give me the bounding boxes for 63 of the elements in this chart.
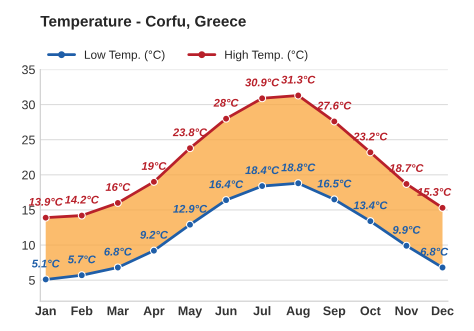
y-tick-label: 15 — [22, 206, 35, 215]
data-label: 30.9°C — [245, 78, 280, 86]
x-tick-label: Jan — [35, 306, 56, 316]
data-label: 14.2°C — [64, 196, 99, 204]
x-tick-label: Nov — [395, 306, 418, 316]
point — [366, 217, 374, 226]
data-label: 31.3°C — [281, 76, 316, 84]
y-tick-label: 35 — [22, 65, 35, 74]
x-tick-label: Aug — [286, 306, 310, 318]
point — [258, 94, 266, 102]
y-tick-label: 30 — [22, 100, 35, 110]
data-label: 16.4°C — [209, 180, 244, 188]
x-tick-label: Feb — [72, 306, 92, 316]
data-label: 16.5°C — [317, 180, 352, 188]
legend-label: Low Temp. (°C) — [84, 50, 164, 62]
point — [78, 271, 86, 280]
data-label: 9.2°C — [140, 230, 168, 239]
point — [222, 114, 230, 123]
data-label: 18.4°C — [245, 166, 280, 174]
data-label: 19°C — [142, 162, 166, 170]
data-label: 13.9°C — [28, 198, 63, 206]
x-tick-label: Mar — [108, 306, 129, 316]
chart-title: Temperature - Corfu, Greece — [40, 15, 246, 30]
x-tick-label: Apr — [143, 306, 164, 318]
point — [186, 220, 194, 229]
point — [114, 198, 122, 207]
point — [330, 117, 338, 126]
point — [114, 264, 122, 272]
point — [294, 179, 302, 188]
y-tick-label: 10 — [22, 240, 35, 250]
y-tick-label: 25 — [22, 136, 35, 144]
y-tick-label: 5 — [28, 276, 35, 285]
y-tick-label: 20 — [22, 170, 35, 180]
point — [330, 195, 338, 204]
data-label: 16°C — [106, 183, 130, 191]
data-label: 27.6°C — [317, 102, 352, 110]
data-label: 28°C — [213, 98, 239, 107]
legend-label: High Temp. (°C) — [225, 50, 308, 62]
point — [402, 242, 410, 250]
point — [150, 246, 158, 255]
data-label: 18.8°C — [281, 163, 316, 172]
data-label: 13.4°C — [354, 201, 388, 210]
point — [402, 180, 410, 188]
point — [186, 144, 194, 152]
data-label: 9.9°C — [392, 226, 421, 234]
x-tick-label: Oct — [360, 306, 381, 316]
point — [42, 214, 50, 222]
data-label: 5.1°C — [32, 260, 60, 268]
data-label: 5.7°C — [68, 255, 96, 264]
point — [366, 148, 374, 156]
x-tick-label: Sep — [323, 306, 346, 318]
x-tick-label: May — [178, 306, 202, 318]
data-label: 6.8°C — [104, 248, 132, 256]
data-label: 12.9°C — [173, 204, 208, 213]
x-tick-label: Dec — [432, 306, 454, 316]
data-label: 23.8°C — [172, 128, 208, 136]
x-tick-label: Jun — [215, 306, 236, 316]
point — [222, 196, 230, 204]
point — [150, 178, 158, 186]
point — [78, 212, 86, 220]
point — [438, 204, 447, 212]
x-tick-label: Jul — [253, 306, 270, 316]
point — [42, 275, 50, 284]
